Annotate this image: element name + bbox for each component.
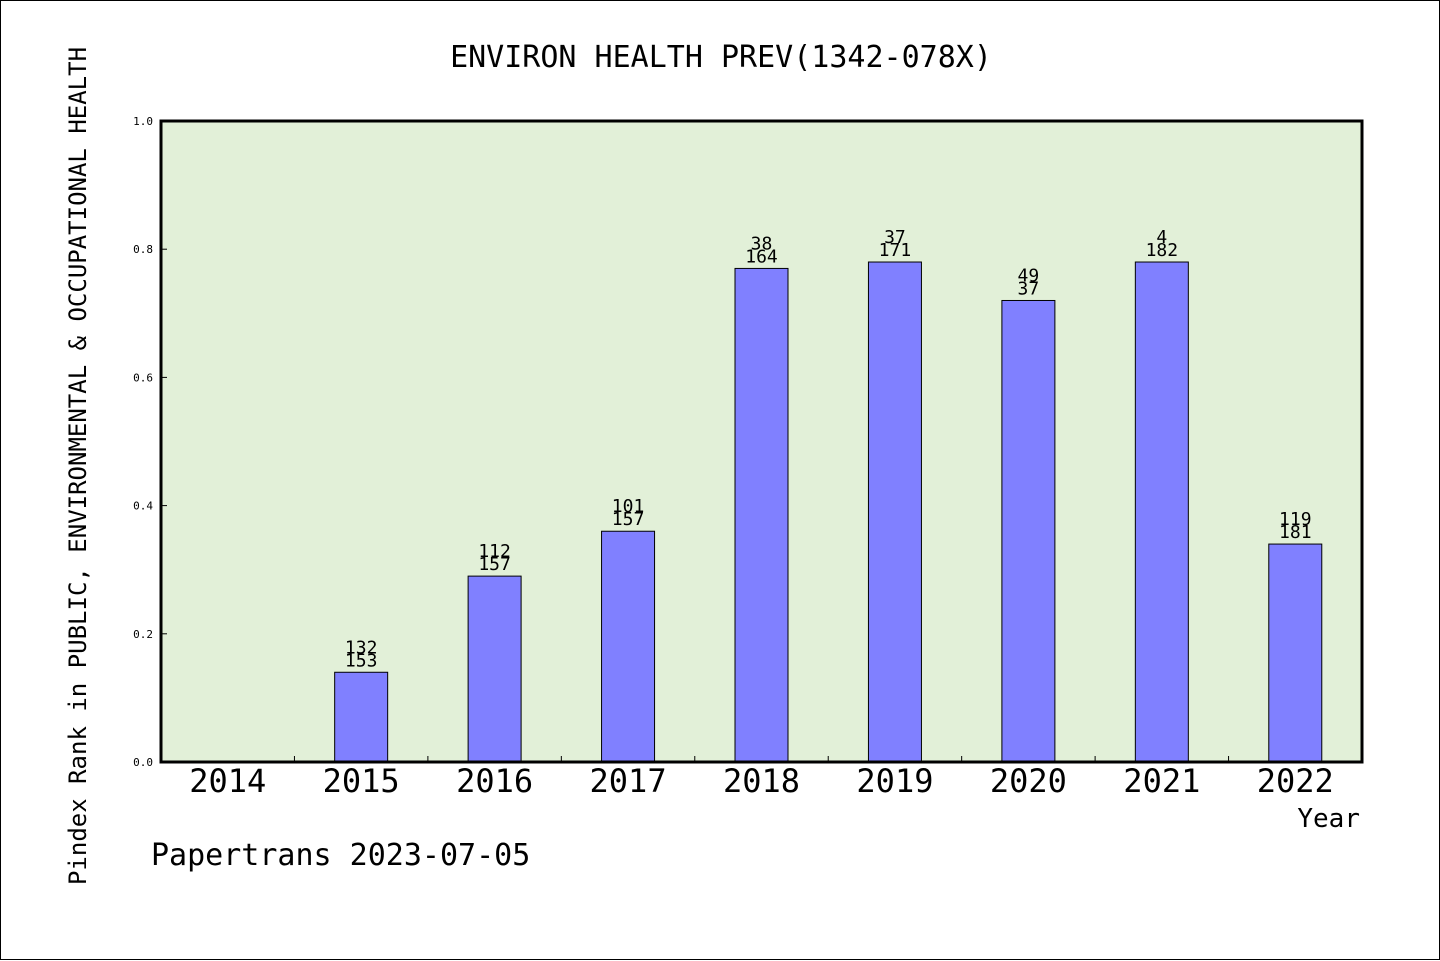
x-ticks-group: 2014 2015 2016 2017 2018 2019 2020 2021 2022: [189, 756, 1334, 800]
x-tick-label: 2015: [323, 762, 400, 800]
data-label-bottom: 157: [478, 554, 511, 575]
y-tick-label: 0.8: [133, 243, 153, 256]
bar-2015: [334, 671, 389, 763]
data-labels-group: 1321531121571011573816437171493741821191…: [345, 227, 1312, 671]
x-tick-label: 2017: [590, 762, 667, 800]
x-tick-label: 2020: [990, 762, 1067, 800]
data-label-top: 119: [1279, 509, 1312, 530]
data-label-bottom: 37: [1018, 278, 1040, 299]
x-tick-label: 2018: [723, 762, 800, 800]
data-label-top: 37: [884, 227, 906, 248]
y-tick-label: 1.0: [133, 115, 153, 128]
x-tick-label: 2021: [1123, 762, 1200, 800]
x-axis-label: Year: [1297, 804, 1360, 834]
data-label-top: 132: [345, 637, 378, 658]
data-label-bottom: 182: [1146, 240, 1179, 261]
data-label-top: 4: [1156, 227, 1167, 248]
bar-2017: [601, 530, 656, 763]
bar-2018: [734, 267, 789, 763]
data-label-top: 112: [478, 541, 511, 562]
y-tick-label: 0.4: [133, 500, 153, 513]
bar-2020: [1001, 299, 1056, 763]
data-label-bottom: 171: [879, 240, 912, 261]
bars-group: [334, 261, 1323, 763]
y-tick-label: 0.6: [133, 371, 153, 384]
y-axis-label: Pindex Rank in PUBLIC, ENVIRONMENTAL & O…: [64, 47, 92, 885]
bar-2019: [867, 261, 922, 763]
x-tick-label: 2022: [1257, 762, 1334, 800]
x-tick-label: 2016: [456, 762, 533, 800]
data-label-bottom: 164: [745, 246, 778, 267]
x-tick-label: 2014: [189, 762, 266, 800]
footer-text: Papertrans 2023-07-05: [151, 838, 530, 873]
data-label-top: 49: [1018, 265, 1040, 286]
data-label-bottom: 181: [1279, 522, 1312, 543]
chart-title: ENVIRON HEALTH PREV(1342-078X): [450, 40, 992, 75]
bar-2022: [1268, 543, 1323, 763]
data-label-top: 38: [751, 233, 773, 254]
y-tick-label: 0.0: [133, 756, 153, 769]
bar-2016: [467, 575, 522, 763]
plot-border: [159, 119, 1364, 764]
data-label-bottom: 153: [345, 650, 378, 671]
bar-2021: [1134, 261, 1189, 763]
x-tick-label: 2019: [856, 762, 933, 800]
data-label-bottom: 157: [612, 509, 645, 530]
data-label-top: 101: [612, 496, 645, 517]
y-tick-label: 0.2: [133, 628, 153, 641]
y-ticks-group: 0.0 0.2 0.4 0.6 0.8 1.0: [133, 115, 167, 769]
